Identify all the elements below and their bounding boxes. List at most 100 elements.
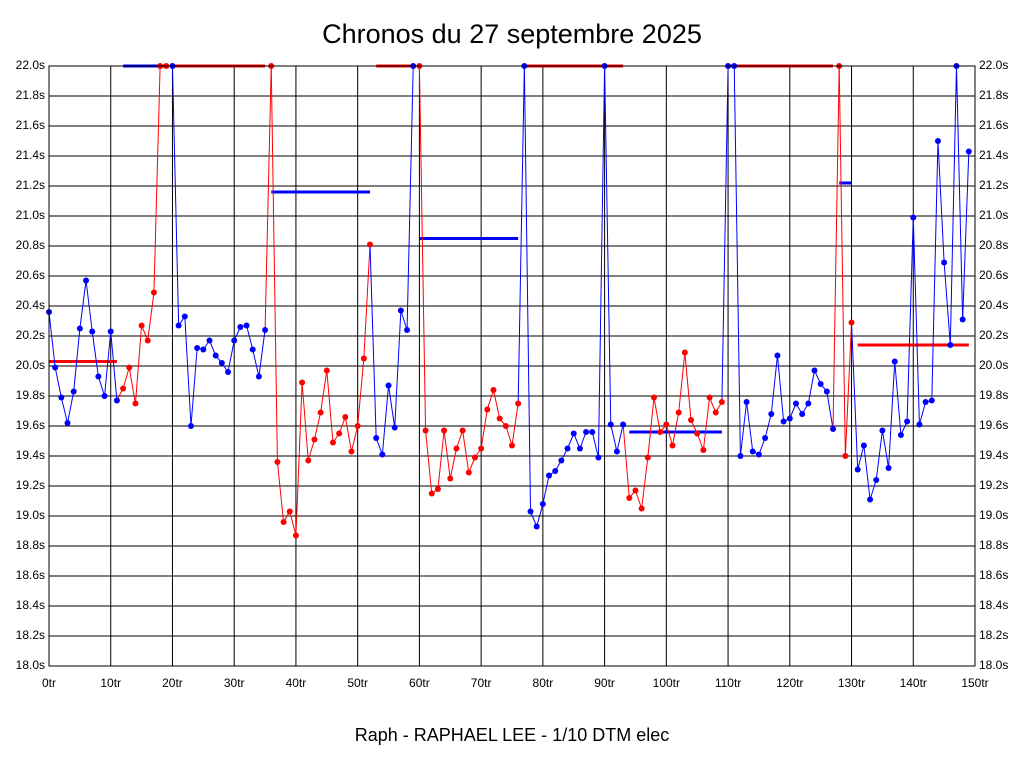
- lap-point: [360, 355, 367, 362]
- lap-point: [830, 426, 837, 432]
- y-tick-label: 19.2s: [16, 478, 45, 492]
- lap-point: [916, 421, 923, 428]
- y-tick-label-right: 20.0s: [979, 358, 1008, 372]
- lap-point: [607, 421, 614, 428]
- lap-segment: [746, 401, 754, 452]
- lap-segment: [591, 431, 599, 458]
- lap-point: [52, 364, 59, 371]
- lap-point: [348, 448, 355, 455]
- lap-segment: [486, 389, 494, 410]
- lap-point: [237, 324, 244, 330]
- lap-segment: [949, 65, 957, 346]
- lap-point: [626, 495, 633, 501]
- lap-segment: [455, 430, 464, 449]
- lap-segment: [128, 367, 136, 404]
- lap-point: [959, 316, 966, 323]
- lap-point: [64, 420, 71, 426]
- x-tick-label: 90tr: [594, 676, 615, 690]
- y-tick-label-right: 20.2s: [979, 328, 1008, 342]
- y-tick-label-right: 22.0s: [979, 58, 1008, 72]
- lap-point: [589, 429, 596, 435]
- lap-point: [280, 519, 287, 525]
- lap-point: [533, 523, 540, 530]
- lap-segment: [517, 65, 525, 404]
- x-tick-label: 40tr: [286, 676, 307, 690]
- lap-point: [422, 427, 429, 434]
- lap-segment: [906, 217, 914, 422]
- lap-point: [404, 327, 411, 333]
- lap-point: [502, 423, 509, 429]
- lap-segment: [60, 397, 69, 424]
- lap-point: [471, 454, 478, 461]
- lap-segment: [832, 65, 840, 430]
- lap-segment: [604, 65, 612, 425]
- lap-point: [101, 393, 108, 399]
- y-tick-label-right: 20.4s: [979, 298, 1008, 312]
- lap-segment: [363, 244, 371, 359]
- y-tick-label: 20.0s: [16, 358, 45, 372]
- lap-segment: [400, 310, 408, 331]
- lap-point: [274, 459, 281, 465]
- lap-point: [484, 406, 491, 413]
- lap-segment: [888, 361, 896, 469]
- lap-segment: [875, 430, 883, 481]
- lap-point: [700, 447, 707, 453]
- y-tick-label-right: 19.2s: [979, 478, 1008, 492]
- x-tick-label: 140tr: [900, 676, 927, 690]
- lap-point: [650, 394, 657, 401]
- lap-segment: [79, 280, 87, 329]
- y-tick-label: 22.0s: [16, 58, 45, 72]
- lap-segment: [418, 65, 427, 431]
- x-tick-label: 10tr: [100, 676, 121, 690]
- lap-point: [786, 415, 793, 422]
- lap-segment: [48, 311, 56, 368]
- lap-point: [694, 430, 701, 437]
- lap-point: [126, 364, 133, 371]
- lap-point: [595, 454, 602, 461]
- y-tick-label-right: 21.8s: [979, 88, 1008, 102]
- lap-point: [367, 241, 374, 248]
- y-tick-label: 19.6s: [16, 418, 45, 432]
- lap-point: [860, 442, 867, 449]
- lap-point: [947, 342, 954, 348]
- lap-point: [262, 327, 269, 333]
- lap-point: [311, 436, 318, 443]
- lap-point: [434, 486, 441, 492]
- lap-segment: [54, 367, 62, 398]
- lap-segment: [381, 385, 390, 455]
- lap-point: [132, 400, 139, 407]
- lap-point: [552, 468, 559, 474]
- lap-point: [292, 532, 299, 539]
- lap-segment: [807, 370, 815, 404]
- y-tick-label: 18.6s: [16, 568, 45, 582]
- lap-point: [428, 490, 435, 497]
- y-tick-label-right: 21.6s: [979, 118, 1008, 132]
- lap-point: [780, 418, 787, 425]
- lap-point: [181, 313, 188, 320]
- lap-segment: [733, 65, 741, 457]
- lap-segment: [289, 511, 297, 536]
- y-tick-label-right: 18.6s: [979, 568, 1008, 582]
- lap-point: [255, 373, 262, 380]
- lap-segment: [270, 65, 278, 463]
- lap-point: [854, 466, 861, 473]
- lap-point: [737, 453, 744, 459]
- lap-point: [675, 409, 682, 416]
- lap-segment: [480, 409, 488, 449]
- lap-point: [206, 337, 213, 344]
- lap-segment: [844, 322, 853, 457]
- lap-point: [564, 445, 571, 452]
- lap-segment: [869, 479, 877, 500]
- lap-point: [891, 358, 898, 365]
- lap-segment: [764, 413, 772, 439]
- lap-segment: [91, 331, 99, 377]
- lap-point: [910, 214, 917, 221]
- lap-point: [187, 423, 194, 429]
- lap-segment: [505, 425, 513, 446]
- lap-point: [755, 451, 762, 458]
- lap-point: [107, 328, 114, 335]
- lap-segment: [857, 445, 865, 470]
- lap-segment: [937, 140, 945, 263]
